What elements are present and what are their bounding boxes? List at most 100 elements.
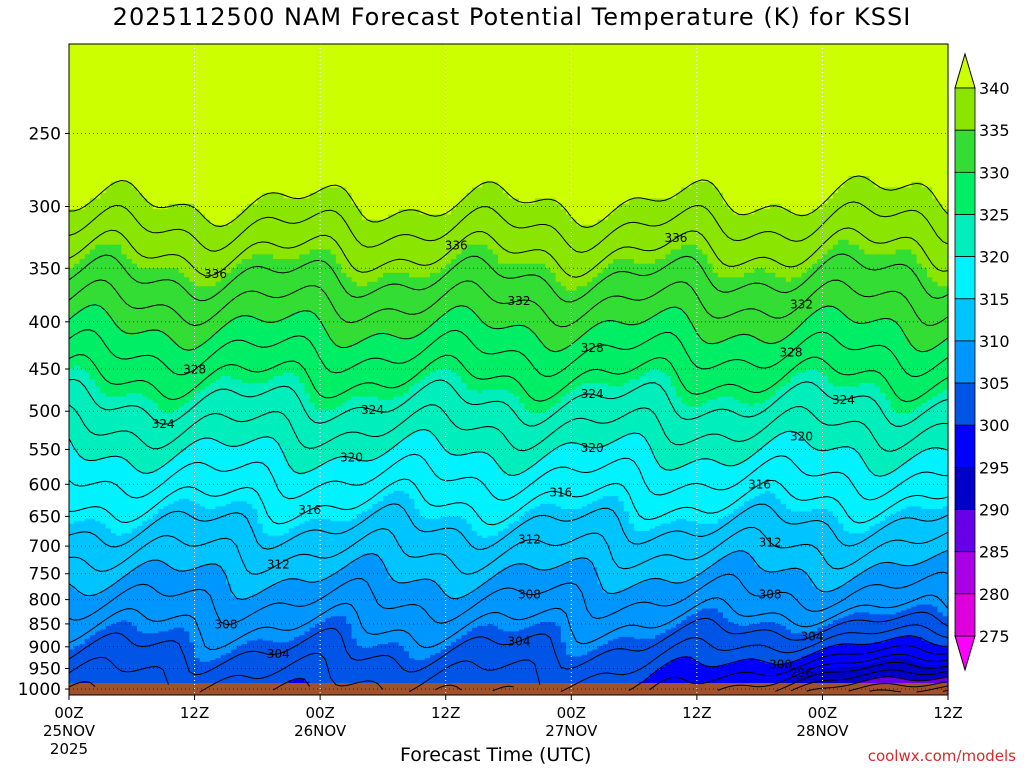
y-tick-label: 500 [29, 402, 61, 422]
contour-label-300: 300 [769, 657, 792, 671]
contour-324 [68, 378, 949, 427]
y-tick-label: 300 [29, 198, 61, 218]
colorbar-bottom-arrow [954, 635, 976, 672]
contour-338 [68, 201, 949, 253]
contour-label-324: 324 [152, 417, 175, 431]
contour-318 [68, 453, 949, 501]
contour-label-312: 312 [267, 557, 290, 571]
y-tick-label: 950 [29, 659, 61, 679]
contour-label-324: 324 [361, 403, 384, 417]
contour-302 [68, 624, 949, 693]
x-tick-label: 00Z [305, 704, 334, 722]
contour-label-320: 320 [340, 451, 363, 465]
contour-294 [775, 661, 949, 692]
ground-strip [69, 683, 948, 695]
contour-296 [717, 653, 949, 691]
y-tick-label: 650 [29, 507, 61, 527]
colorbar-box [954, 87, 976, 131]
colorbar-label: 315 [979, 290, 1010, 309]
colorbar-label: 335 [979, 121, 1010, 140]
theta-field [69, 44, 949, 695]
contour-label-312: 312 [518, 533, 541, 547]
contour-332 [68, 279, 949, 328]
contour-290 [806, 675, 949, 692]
contour-label-308: 308 [759, 587, 782, 601]
credit-link[interactable]: coolwx.com/models [867, 747, 1016, 765]
contour-label-324: 324 [832, 393, 855, 407]
y-tick-label: 750 [29, 565, 61, 585]
colorbar-box [954, 171, 976, 215]
contour-label-328: 328 [581, 341, 604, 355]
y-tick-label: 850 [29, 615, 61, 635]
contour-label-296: 296 [790, 666, 813, 680]
y-tick-label: 550 [29, 440, 61, 460]
contour-label-308: 308 [518, 588, 541, 602]
colorbar-label: 305 [979, 374, 1010, 393]
contour-label-320: 320 [581, 441, 604, 455]
y-tick-label: 700 [29, 537, 61, 557]
x-tick-label: 12Z [431, 704, 460, 722]
colorbar-box [954, 298, 976, 342]
contour-label-328: 328 [183, 363, 206, 377]
contour-label-308: 308 [215, 618, 238, 632]
y-tick-label: 1000 [18, 680, 61, 700]
colorbar-label: 330 [979, 163, 1010, 182]
y-tick-label: 350 [29, 259, 61, 279]
contour-340 [68, 175, 949, 229]
contour-lines [68, 175, 949, 693]
contour-312 [68, 526, 949, 575]
x-tick-date: 27NOV [545, 722, 598, 740]
colorbar-box [954, 551, 976, 595]
colorbar-label: 325 [979, 206, 1010, 225]
contour-330 [68, 304, 949, 353]
colorbar-box [954, 466, 976, 510]
contour-label-316: 316 [748, 477, 771, 491]
colorbar-label: 310 [979, 332, 1010, 351]
contour-326 [68, 353, 949, 403]
colorbar-top-arrow [954, 52, 976, 89]
x-tick-year: 2025 [50, 740, 88, 758]
y-tick-label: 900 [29, 638, 61, 658]
contour-334 [68, 253, 949, 303]
contour-286 [869, 685, 949, 693]
contour-328 [68, 329, 949, 378]
contour-292 [790, 669, 949, 692]
y-tick-label: 400 [29, 313, 61, 333]
x-tick-label: 00Z [808, 704, 837, 722]
colorbar-label: 285 [979, 543, 1010, 562]
x-tick-label: 00Z [54, 704, 83, 722]
colorbar-box [954, 509, 976, 553]
y-tick-label: 600 [29, 475, 61, 495]
colorbar-label: 290 [979, 501, 1010, 520]
colorbar-label: 300 [979, 416, 1010, 435]
x-tick-label: 12Z [933, 704, 962, 722]
x-tick-label: 12Z [682, 704, 711, 722]
contour-300 [68, 635, 949, 692]
contour-label-316: 316 [549, 486, 572, 500]
contour-label-328: 328 [780, 345, 803, 359]
colorbar-box [954, 129, 976, 173]
contour-label-316: 316 [298, 503, 321, 517]
x-tick-date: 28NOV [796, 722, 849, 740]
colorbar-label: 340 [979, 79, 1010, 98]
contour-label-332: 332 [508, 294, 531, 308]
x-tick-label: 00Z [557, 704, 586, 722]
contour-label-304: 304 [267, 647, 290, 661]
contour-labels: 336 336 336 332 332 328 328 328 324 324 324 324 320 3… [152, 231, 855, 680]
contour-284 [942, 689, 949, 692]
contour-label-332: 332 [790, 298, 813, 312]
y-tick-label: 250 [29, 124, 61, 144]
contour-320 [68, 428, 949, 477]
colorbar-label: 320 [979, 248, 1010, 267]
contour-label-336: 336 [445, 238, 468, 252]
contour-label-304: 304 [508, 634, 531, 648]
colorbar-label: 295 [979, 458, 1010, 477]
colorbar-box [954, 424, 976, 468]
contour-288 [848, 680, 949, 692]
y-tick-label: 800 [29, 591, 61, 611]
colorbar-box [954, 256, 976, 300]
y-axis: 250 300 350 400 450 500 550 600 650 700 750 800 850 9… [18, 124, 69, 700]
contour-label-304: 304 [801, 630, 824, 644]
contour-316 [68, 478, 949, 526]
